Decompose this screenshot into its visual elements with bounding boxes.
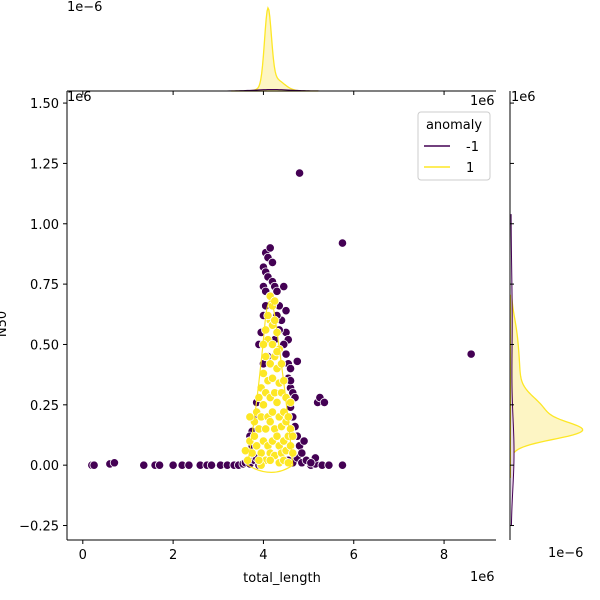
point-series-neg1	[306, 458, 316, 468]
top-density-series-1	[231, 6, 319, 92]
point-series-neg1	[319, 397, 329, 408]
point-series-neg1	[324, 460, 334, 470]
point-series-1	[258, 400, 269, 410]
point-series-neg1	[299, 436, 309, 446]
axes	[63, 90, 514, 544]
legend: anomaly -1 1	[417, 111, 491, 181]
x-offset-label: 1e6	[470, 570, 495, 585]
point-series-1	[285, 397, 296, 408]
right-density-series-neg1	[510, 214, 515, 527]
point-series-neg1	[168, 460, 178, 470]
top-marginal-offset-label: 1e−6	[67, 0, 102, 15]
point-series-1	[265, 417, 275, 427]
point-series-neg1	[109, 458, 120, 468]
y-tick-label: 0.00	[30, 459, 59, 474]
x-tick-label: 4	[259, 548, 267, 563]
point-series-1	[272, 397, 282, 408]
point-series-neg1	[154, 460, 165, 470]
legend-label-pos1: 1	[466, 161, 474, 176]
point-series-1	[261, 325, 271, 335]
point-series-neg1	[272, 286, 282, 296]
point-series-neg1	[206, 460, 217, 470]
right-marginal-density	[510, 214, 584, 527]
point-series-neg1	[285, 364, 296, 374]
right-marginal-offset-label: 1e6	[511, 90, 536, 105]
point-series-neg1	[281, 349, 291, 359]
legend-box	[417, 111, 491, 181]
point-series-neg1	[466, 349, 476, 359]
scatter-points	[87, 168, 476, 474]
top-marginal-density	[226, 6, 327, 92]
point-series-1	[252, 441, 262, 451]
point-series-1	[265, 359, 275, 369]
point-series-neg1	[267, 257, 278, 267]
point-series-1	[240, 446, 250, 456]
point-series-1	[261, 424, 271, 434]
y-offset-label: 1e6	[67, 90, 92, 105]
point-series-1	[265, 455, 275, 465]
point-series-neg1	[281, 306, 291, 316]
right-top-offset-label: 1e6	[470, 94, 495, 109]
point-series-neg1	[279, 281, 289, 292]
legend-label-neg1: -1	[466, 140, 479, 155]
x-axis-title: total_length	[243, 571, 321, 586]
y-tick-label: 1.00	[30, 218, 59, 233]
point-series-1	[267, 373, 278, 383]
tick-labels: 0 2 4 6 8 −0.25 0.00 0.25 0.50 0.75 1.00 1.25 1.50	[19, 97, 448, 563]
point-series-1	[267, 407, 278, 417]
point-series-neg1	[292, 356, 302, 366]
point-series-1	[258, 368, 269, 379]
y-tick-label: 0.75	[30, 278, 59, 293]
y-tick-label: 1.50	[30, 97, 59, 112]
point-series-neg1	[139, 460, 149, 470]
point-series-1	[288, 448, 298, 458]
y-axis-title: N50	[0, 311, 10, 337]
main-kde-contour-series-1	[246, 300, 294, 474]
point-series-1	[272, 431, 282, 441]
y-tick-label: 0.25	[30, 399, 59, 414]
right-density-series-1	[510, 294, 584, 478]
point-series-neg1	[337, 238, 348, 248]
point-series-neg1	[265, 243, 275, 253]
y-tick-label: 1.25	[30, 157, 59, 172]
point-series-neg1	[337, 460, 348, 470]
y-tick-label: −0.25	[19, 520, 59, 535]
x-tick-label: 6	[350, 548, 358, 563]
right-marginal-bottom-offset-label: 1e−6	[548, 546, 583, 561]
y-tick-label: 0.50	[30, 338, 59, 353]
x-tick-label: 8	[440, 548, 448, 563]
point-series-1	[245, 412, 255, 422]
point-series-neg1	[297, 448, 307, 458]
x-tick-label: 0	[79, 548, 87, 563]
x-tick-label: 2	[169, 548, 177, 563]
point-series-1	[254, 455, 264, 465]
point-series-neg1	[294, 168, 305, 178]
point-series-neg1	[184, 460, 194, 470]
point-series-1	[267, 339, 278, 350]
point-series-neg1	[89, 460, 99, 470]
legend-title: anomaly	[426, 118, 482, 133]
